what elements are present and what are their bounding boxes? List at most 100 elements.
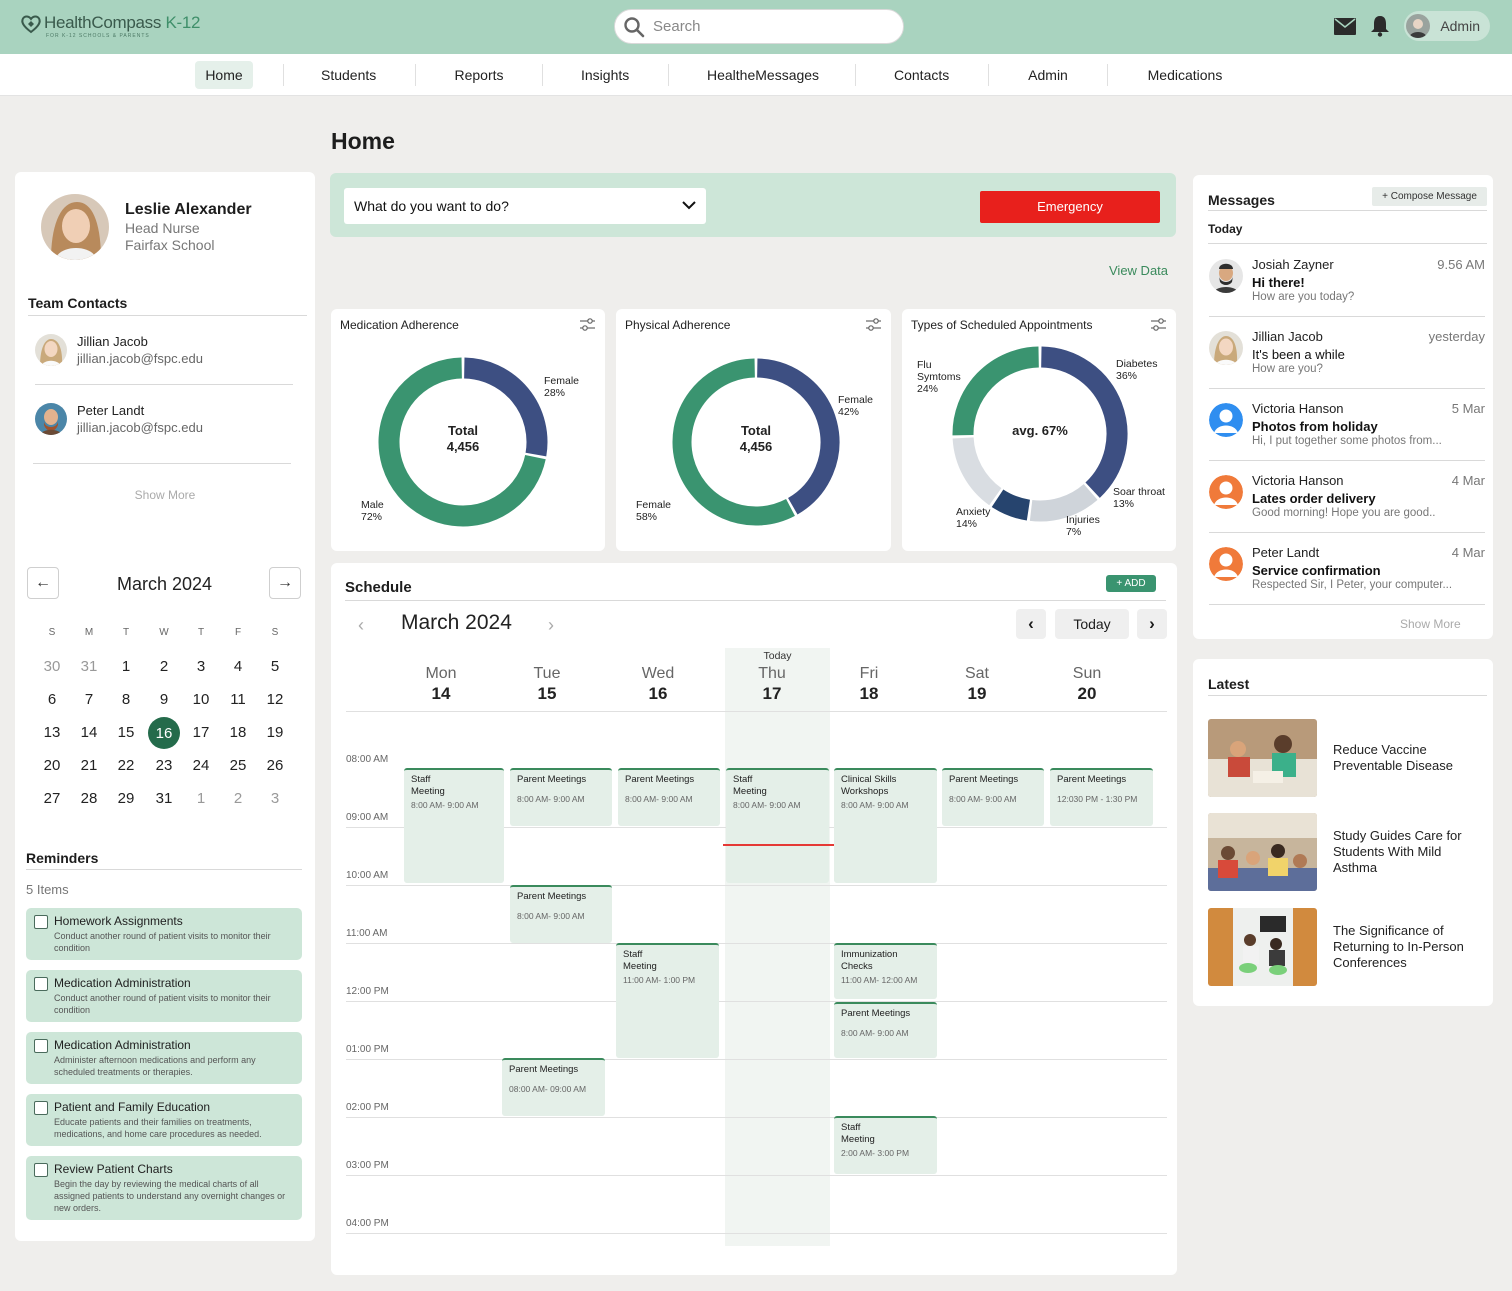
news-item[interactable]: Study Guides Care for Students With Mild… <box>1208 813 1473 891</box>
donut-slice[interactable] <box>952 346 1040 436</box>
brand-logo[interactable]: HealthCompass K-12 FOR K-12 SCHOOLS & PA… <box>20 13 201 39</box>
contact-email[interactable]: jillian.jacob@fspc.edu <box>77 420 203 435</box>
filter-icon[interactable] <box>580 318 595 331</box>
calendar-day[interactable]: 20 <box>43 757 61 774</box>
calendar-day[interactable]: 22 <box>117 757 135 774</box>
event-card[interactable]: Parent Meetings 8:00 AM- 9:00 AM <box>834 1002 937 1058</box>
reminder-item[interactable]: Homework Assignments Conduct another roun… <box>26 908 302 960</box>
reminder-checkbox[interactable] <box>34 977 48 991</box>
calendar-day[interactable]: 1 <box>121 658 131 675</box>
calendar-day[interactable]: 19 <box>266 724 284 741</box>
event-card[interactable]: Parent Meetings 8:00 AM- 9:00 AM <box>510 885 612 943</box>
calendar-day[interactable]: 21 <box>80 757 98 774</box>
calendar-day[interactable]: 17 <box>192 724 210 741</box>
user-menu[interactable]: Admin <box>1404 11 1490 41</box>
calendar-day[interactable]: 8 <box>121 691 131 708</box>
nav-contacts[interactable]: Contacts <box>894 67 950 83</box>
calendar-day[interactable]: 2 <box>233 790 243 807</box>
event-card[interactable]: Staff Meeting 8:00 AM- 9:00 AM <box>726 768 829 883</box>
reminder-item[interactable]: Review Patient Charts Begin the day by re… <box>26 1156 302 1220</box>
nav-reports[interactable]: Reports <box>454 67 504 83</box>
bell-icon[interactable] <box>1370 15 1390 37</box>
calendar-day[interactable]: 30 <box>43 658 61 675</box>
event-card[interactable]: Parent Meetings 12:030 PM - 1:30 PM <box>1050 768 1153 826</box>
calendar-day[interactable]: 15 <box>117 724 135 741</box>
filter-icon[interactable] <box>866 318 881 331</box>
calendar-next-button[interactable]: → <box>269 567 301 599</box>
event-card[interactable]: Parent Meetings 8:00 AM- 9:00 AM <box>510 768 612 826</box>
event-card[interactable]: Staff Meeting 8:00 AM- 9:00 AM <box>404 768 504 883</box>
contact-item[interactable]: Peter Landt jillian.jacob@fspc.edu <box>35 403 203 435</box>
donut-slice[interactable] <box>952 436 1002 506</box>
calendar-day[interactable]: 3 <box>196 658 206 675</box>
calendar-day[interactable]: 31 <box>80 658 98 675</box>
nav-students[interactable]: Students <box>321 67 377 83</box>
donut-slice[interactable] <box>1040 346 1128 498</box>
message-item[interactable]: Peter Landt 4 Mar Service confirmation Res… <box>1209 539 1485 607</box>
contact-item[interactable]: Jillian Jacob jillian.jacob@fspc.edu <box>35 334 203 366</box>
action-dropdown[interactable]: What do you want to do? <box>344 188 706 224</box>
calendar-day[interactable]: 3 <box>270 790 280 807</box>
calendar-day[interactable]: 5 <box>270 658 280 675</box>
event-card[interactable]: Parent Meetings 8:00 AM- 9:00 AM <box>942 768 1044 826</box>
reminder-checkbox[interactable] <box>34 1101 48 1115</box>
reminder-checkbox[interactable] <box>34 1163 48 1177</box>
calendar-day[interactable]: 25 <box>229 757 247 774</box>
filter-icon[interactable] <box>1151 318 1166 331</box>
message-item[interactable]: Jillian Jacob yesterday It's been a while… <box>1209 323 1485 391</box>
nav-home[interactable]: Home <box>195 61 253 89</box>
mail-icon[interactable] <box>1334 17 1357 35</box>
add-event-button[interactable]: + ADD <box>1106 575 1156 592</box>
calendar-day-selected[interactable]: 16 <box>148 717 180 749</box>
message-item[interactable]: Josiah Zayner 9.56 AM Hi there! How are yo… <box>1209 251 1485 319</box>
chevron-right-icon[interactable]: › <box>548 615 554 635</box>
calendar-day[interactable]: 31 <box>155 790 173 807</box>
nav-healthemessages[interactable]: HealtheMessages <box>707 67 820 83</box>
event-card[interactable]: Immunization Checks 11:00 AM- 12:00 AM <box>834 943 937 999</box>
show-more-contacts[interactable]: Show More <box>134 488 196 502</box>
news-item[interactable]: Reduce Vaccine Preventable Disease <box>1208 719 1473 797</box>
donut-slice[interactable] <box>1029 483 1098 522</box>
compose-message-button[interactable]: + Compose Message <box>1372 187 1487 206</box>
schedule-next-button[interactable]: › <box>1137 609 1167 639</box>
donut-slice[interactable] <box>378 357 546 527</box>
message-item[interactable]: Victoria Hanson 4 Mar Lates order deliver… <box>1209 467 1485 535</box>
nav-medications[interactable]: Medications <box>1147 67 1223 83</box>
reminder-item[interactable]: Patient and Family Education Educate pati… <box>26 1094 302 1146</box>
contact-email[interactable]: jillian.jacob@fspc.edu <box>77 351 203 366</box>
calendar-day[interactable]: 26 <box>266 757 284 774</box>
reminder-checkbox[interactable] <box>34 1039 48 1053</box>
view-data-link[interactable]: View Data <box>1109 263 1169 278</box>
reminder-item[interactable]: Medication Administration Conduct another… <box>26 970 302 1022</box>
donut-slice[interactable] <box>672 358 795 526</box>
calendar-prev-button[interactable]: ← <box>27 567 59 599</box>
schedule-prev-button[interactable]: ‹ <box>1016 609 1046 639</box>
message-item[interactable]: Victoria Hanson 5 Mar Photos from holiday… <box>1209 395 1485 463</box>
calendar-day[interactable]: 29 <box>117 790 135 807</box>
calendar-day[interactable]: 18 <box>229 724 247 741</box>
chevron-left-icon[interactable]: ‹ <box>358 615 364 635</box>
calendar-day[interactable]: 4 <box>233 658 243 675</box>
calendar-day[interactable]: 27 <box>43 790 61 807</box>
donut-slice[interactable] <box>756 358 840 515</box>
calendar-day[interactable]: 23 <box>155 757 173 774</box>
event-card[interactable]: Staff Meeting 2:00 AM- 3:00 PM <box>834 1116 937 1174</box>
calendar-day[interactable]: 6 <box>47 691 57 708</box>
calendar-day[interactable]: 14 <box>80 724 98 741</box>
donut-slice[interactable] <box>463 357 548 457</box>
nav-insights[interactable]: Insights <box>581 67 630 83</box>
calendar-day[interactable]: 10 <box>192 691 210 708</box>
calendar-day[interactable]: 11 <box>230 691 246 708</box>
calendar-day[interactable]: 24 <box>192 757 210 774</box>
calendar-day[interactable]: 2 <box>159 658 169 675</box>
reminder-checkbox[interactable] <box>34 915 48 929</box>
today-button[interactable]: Today <box>1055 609 1129 639</box>
calendar-day[interactable]: 12 <box>266 691 284 708</box>
emergency-button[interactable]: Emergency <box>980 191 1160 223</box>
show-more-messages[interactable]: Show More <box>1400 617 1461 631</box>
news-item[interactable]: The Significance of Returning to In-Pers… <box>1208 908 1473 986</box>
calendar-day[interactable]: 7 <box>84 691 94 708</box>
event-card[interactable]: Staff Meeting 11:00 AM- 1:00 PM <box>616 943 719 1058</box>
event-card[interactable]: Parent Meetings 8:00 AM- 9:00 AM <box>618 768 720 826</box>
calendar-day[interactable]: 13 <box>43 724 61 741</box>
